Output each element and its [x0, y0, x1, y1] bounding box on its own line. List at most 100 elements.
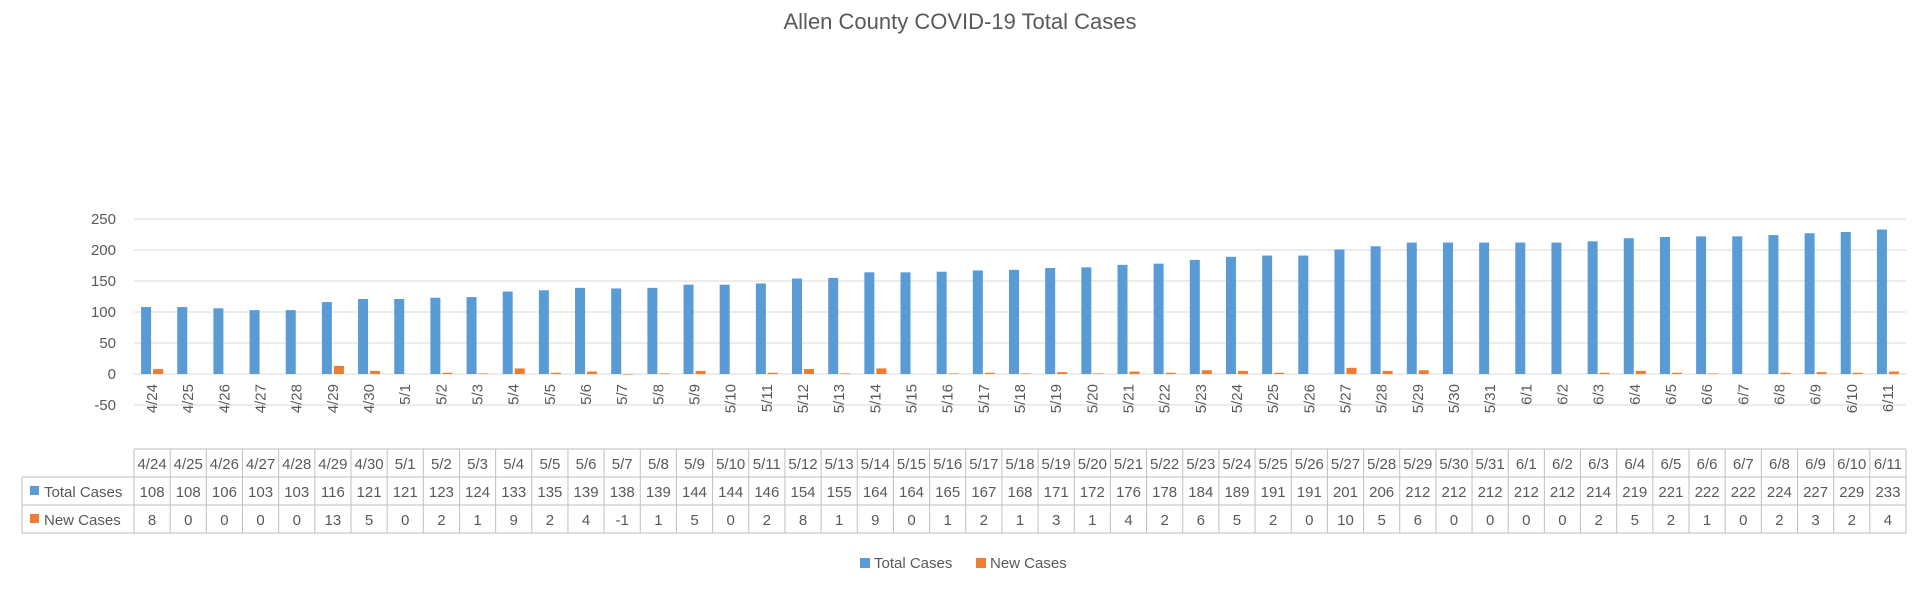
table-value-cell: 0: [1558, 512, 1566, 529]
table-value-cell: 171: [1044, 484, 1069, 501]
table-value-cell: 5: [1233, 512, 1241, 529]
total-cases-bar: [1479, 242, 1490, 374]
total-cases-bar: [430, 297, 441, 374]
table-value-cell: 2: [546, 512, 554, 529]
table-header-cell: 5/30: [1439, 456, 1468, 473]
table-value-cell: 124: [465, 484, 490, 501]
table-value-cell: 121: [393, 484, 418, 501]
table-value-cell: 138: [610, 484, 635, 501]
table-value-cell: 3: [1052, 512, 1060, 529]
legend: Total Cases New Cases: [860, 555, 1067, 572]
table-header-cell: 5/14: [861, 456, 890, 473]
new-cases-bar: [514, 368, 525, 374]
table-value-cell: 2: [1160, 512, 1168, 529]
table-value-cell: 5: [1377, 512, 1385, 529]
table-header-cell: 5/28: [1367, 456, 1396, 473]
y-tick-label: 100: [91, 304, 116, 321]
new-cases-bar: [442, 372, 453, 374]
table-value-cell: 2: [1594, 512, 1602, 529]
table-row-label: New Cases: [44, 512, 121, 529]
new-cases-bar: [1418, 370, 1429, 374]
x-tick-label: 5/18: [1012, 384, 1029, 413]
new-cases-bar: [478, 373, 489, 374]
y-tick-label: 200: [91, 242, 116, 259]
table-header-cell: 6/6: [1697, 456, 1718, 473]
x-tick-label: 5/16: [940, 384, 957, 413]
new-cases-bar: [333, 365, 344, 374]
x-tick-label: 5/17: [976, 384, 993, 413]
x-tick-label: 6/9: [1808, 384, 1825, 405]
table-value-cell: 4: [1124, 512, 1132, 529]
y-tick-label: 0: [108, 366, 116, 383]
table-value-cell: 222: [1731, 484, 1756, 501]
table-value-cell: 1: [1088, 512, 1096, 529]
table-header-cell: 5/15: [897, 456, 926, 473]
table-value-cell: 212: [1405, 484, 1430, 501]
y-tick-label: 250: [91, 211, 116, 228]
table-header-cell: 5/23: [1186, 456, 1215, 473]
table-value-cell: 3: [1811, 512, 1819, 529]
total-cases-bar: [719, 284, 730, 374]
table-value-cell: 172: [1080, 484, 1105, 501]
total-cases-bar: [1442, 242, 1453, 374]
total-cases-bar: [1840, 232, 1851, 374]
table-value-cell: 8: [799, 512, 807, 529]
table-header-cell: 6/5: [1661, 456, 1682, 473]
x-tick-label: 6/5: [1663, 384, 1680, 405]
new-cases-bar: [767, 372, 778, 374]
x-tick-label: 4/29: [325, 384, 342, 413]
x-tick-label: 4/24: [144, 384, 161, 413]
total-cases-bar: [213, 308, 224, 374]
table-row-label: Total Cases: [44, 484, 122, 501]
table-value-cell: 5: [1631, 512, 1639, 529]
table-value-cell: 201: [1333, 484, 1358, 501]
x-tick-label: 6/4: [1627, 384, 1644, 405]
table-value-cell: 0: [1305, 512, 1313, 529]
total-cases-bar: [1623, 238, 1634, 374]
x-tick-label: 5/24: [1229, 384, 1246, 413]
table-value-cell: 8: [148, 512, 156, 529]
table-value-cell: 144: [682, 484, 707, 501]
table-value-cell: 191: [1297, 484, 1322, 501]
table-header-cell: 6/3: [1588, 456, 1609, 473]
new-cases-bar: [1780, 372, 1791, 374]
total-cases-bar: [285, 310, 296, 374]
total-cases-bar: [177, 307, 188, 374]
x-tick-label: 5/29: [1410, 384, 1427, 413]
y-tick-label: 150: [91, 273, 116, 290]
table-value-cell: 2: [1667, 512, 1675, 529]
total-cases-bar: [1768, 235, 1779, 374]
table-value-cell: 184: [1188, 484, 1213, 501]
table-header-cell: 4/25: [174, 456, 203, 473]
table-value-cell: 0: [256, 512, 264, 529]
table-header-cell: 5/20: [1078, 456, 1107, 473]
y-tick-label: 50: [99, 335, 116, 352]
total-cases-bar: [1189, 259, 1200, 374]
table-header-cell: 6/10: [1837, 456, 1866, 473]
table-value-cell: 164: [863, 484, 888, 501]
table-header-cell: 4/24: [137, 456, 166, 473]
table-value-cell: 212: [1441, 484, 1466, 501]
new-cases-bar: [587, 371, 598, 374]
table-header-cell: 5/18: [1005, 456, 1034, 473]
new-cases-bar: [1888, 371, 1899, 374]
total-cases-bar: [683, 284, 694, 374]
x-tick-label: 6/10: [1844, 384, 1861, 413]
table-value-cell: 1: [473, 512, 481, 529]
table-value-cell: 0: [1522, 512, 1530, 529]
new-cases-bar: [659, 373, 670, 374]
y-tick-label: -50: [94, 397, 116, 414]
x-tick-label: 5/7: [614, 384, 631, 405]
new-cases-bar: [948, 373, 959, 374]
total-cases-bar: [1045, 267, 1056, 374]
table-value-cell: 4: [1884, 512, 1892, 529]
total-cases-bar: [1225, 256, 1236, 374]
total-cases-bar: [972, 270, 983, 374]
table-value-cell: 0: [293, 512, 301, 529]
total-cases-bar: [249, 310, 260, 374]
table-header-cell: 5/13: [825, 456, 854, 473]
table-value-cell: 2: [1269, 512, 1277, 529]
table-header-cell: 4/27: [246, 456, 275, 473]
